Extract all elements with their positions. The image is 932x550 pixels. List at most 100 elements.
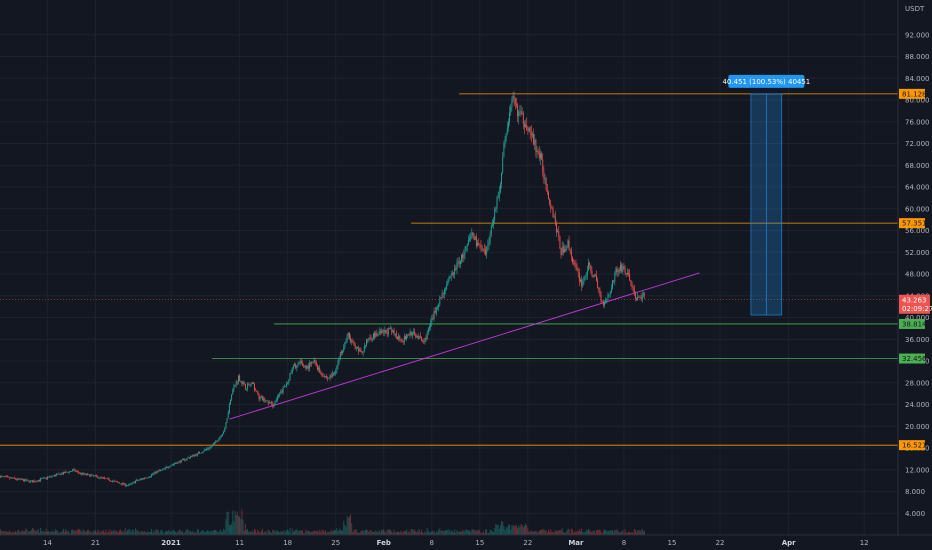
volume-bar: [71, 529, 72, 535]
candle-body: [155, 471, 157, 473]
volume-bar: [554, 529, 556, 535]
candle-body: [534, 139, 536, 145]
volume-bar: [121, 530, 123, 535]
candle-body: [299, 361, 301, 364]
candle-body: [494, 209, 496, 221]
volume-bar: [240, 518, 242, 535]
volume-bar: [17, 530, 19, 535]
candle-body: [235, 381, 237, 386]
volume-bar: [469, 529, 470, 535]
candle-body: [105, 478, 107, 479]
candle-body: [498, 191, 500, 197]
measure-box[interactable]: 40.451 (100.53%) 40451: [722, 74, 810, 316]
volume-bar: [532, 531, 533, 535]
volume-bar: [596, 530, 597, 535]
candle-body: [630, 280, 632, 283]
volume-bar: [170, 531, 172, 535]
time-axis-panel[interactable]: [0, 535, 898, 550]
volume-bar: [290, 533, 292, 535]
volume-bar: [1, 531, 3, 535]
volume-bar: [52, 530, 54, 535]
volume-bar: [470, 532, 472, 535]
volume-bar: [442, 531, 444, 535]
candle-body: [533, 134, 535, 145]
level-price-tag: [899, 218, 925, 229]
volume-bar: [437, 532, 438, 535]
volume-bar: [65, 528, 67, 535]
candle-body: [389, 328, 390, 330]
volume-bar: [319, 529, 321, 535]
candle-body: [511, 100, 513, 108]
volume-bar: [562, 532, 564, 535]
volume-bar: [147, 531, 149, 535]
volume-bar: [55, 529, 56, 535]
candle-body: [532, 134, 533, 136]
candles: [0, 91, 645, 487]
volume-bar: [88, 529, 90, 535]
candle-body: [2, 476, 4, 477]
candle-body: [208, 448, 210, 450]
candle-body: [386, 332, 388, 335]
candle-body: [100, 476, 102, 478]
volume-bar: [244, 523, 246, 535]
volume-bar: [192, 530, 194, 535]
candle-body: [310, 363, 311, 364]
candle-body: [149, 476, 151, 478]
candle-body: [556, 223, 557, 233]
candle-body: [37, 480, 39, 482]
volume-bar: [389, 529, 390, 535]
volume-bar: [103, 530, 104, 535]
time-tick-label: 22: [716, 539, 725, 547]
candle-body: [244, 383, 246, 389]
candle-body: [145, 477, 147, 479]
volume-bar: [307, 530, 309, 535]
candle-body: [590, 265, 592, 271]
volume-bar: [568, 528, 570, 535]
candle-body: [593, 274, 595, 277]
volume-bar: [68, 532, 70, 535]
volume-bar: [541, 529, 543, 535]
candle-body: [632, 286, 634, 288]
candle-body: [544, 178, 546, 180]
candle-body: [505, 133, 507, 140]
volume-bar: [337, 531, 339, 535]
time-tick-label: 8: [430, 539, 434, 547]
volume-bar: [72, 529, 74, 535]
candle-body: [475, 236, 477, 246]
candle-body: [146, 477, 148, 479]
candle-body: [283, 386, 285, 388]
candle-body: [152, 474, 154, 475]
volume-bar: [322, 529, 324, 535]
candle-body: [634, 292, 636, 299]
volume-bar: [235, 514, 237, 535]
candle-body: [164, 467, 166, 469]
candle-body: [254, 384, 255, 391]
volume-bar: [58, 532, 60, 535]
volume-bar: [223, 528, 225, 535]
level-price-tag: [899, 318, 925, 329]
candle-body: [115, 481, 117, 482]
volume-bar: [75, 531, 77, 535]
candle-body: [137, 479, 139, 481]
candle-body: [129, 484, 131, 485]
trendline[interactable]: [229, 272, 700, 420]
volume-bar: [168, 530, 170, 535]
candle-body: [600, 294, 602, 302]
volume-bar: [473, 530, 475, 535]
trendline-path[interactable]: [229, 272, 700, 420]
candle-body: [607, 294, 609, 300]
candle-body: [352, 340, 354, 343]
candle-body: [238, 375, 239, 383]
candle-body: [268, 402, 270, 404]
candle-body: [546, 189, 548, 192]
volume-bar: [346, 516, 348, 535]
candle-body: [45, 477, 47, 479]
candle-body: [521, 113, 523, 115]
volume-bar: [507, 524, 509, 535]
volume-bar: [347, 517, 349, 535]
candle-body: [79, 472, 80, 474]
volume-bar: [578, 529, 580, 535]
volume-bar: [630, 532, 632, 535]
volume-bar: [636, 532, 637, 535]
